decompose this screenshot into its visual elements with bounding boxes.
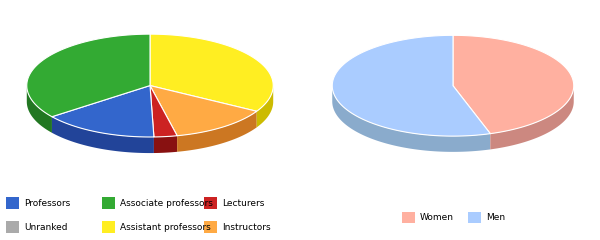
Text: Instructors: Instructors [222, 222, 271, 232]
Text: Associate professors: Associate professors [120, 198, 213, 208]
Text: Assistant professors: Assistant professors [120, 222, 211, 232]
Polygon shape [150, 86, 257, 136]
Polygon shape [332, 35, 490, 136]
Polygon shape [177, 111, 257, 152]
Polygon shape [154, 136, 177, 153]
Text: Unranked: Unranked [24, 222, 67, 232]
Polygon shape [490, 86, 574, 150]
Polygon shape [150, 86, 177, 137]
Text: Professors: Professors [24, 198, 70, 208]
Polygon shape [52, 86, 154, 137]
Polygon shape [27, 34, 150, 117]
Text: Men: Men [486, 213, 505, 222]
Polygon shape [150, 34, 273, 111]
Polygon shape [27, 86, 52, 133]
Text: Women: Women [420, 213, 454, 222]
Text: Lecturers: Lecturers [222, 198, 265, 208]
Polygon shape [257, 86, 273, 127]
Polygon shape [52, 117, 154, 153]
Polygon shape [453, 35, 574, 134]
Polygon shape [332, 86, 490, 152]
